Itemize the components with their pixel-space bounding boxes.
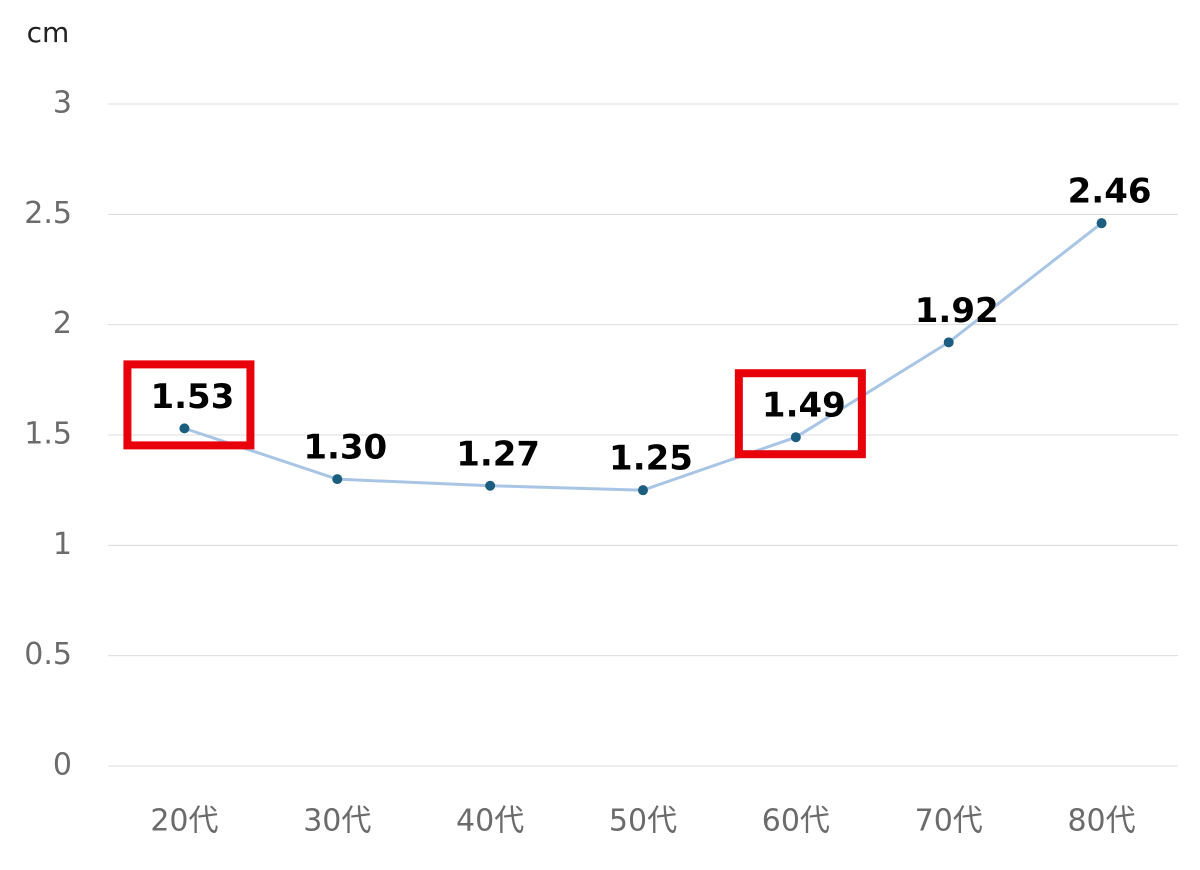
data-label: 2.46 [1068, 172, 1152, 212]
data-point [943, 337, 954, 348]
y-tick-label: 1.5 [24, 417, 72, 452]
data-point [179, 423, 190, 434]
data-label: 1.53 [150, 377, 234, 417]
data-point [790, 432, 801, 443]
x-tick-label: 60代 [762, 804, 830, 839]
x-tick-label: 30代 [303, 804, 371, 839]
x-tick-label: 50代 [609, 804, 677, 839]
x-tick-label: 80代 [1067, 804, 1135, 839]
data-label: 1.25 [609, 439, 693, 479]
y-tick-label: 1 [53, 527, 72, 562]
data-point [332, 474, 343, 485]
y-tick-label: 0.5 [24, 637, 72, 672]
y-tick-label: 2.5 [24, 196, 72, 231]
y-axis-label: cm [27, 16, 70, 49]
data-label: 1.30 [303, 428, 387, 468]
x-tick-label: 70代 [915, 804, 983, 839]
data-point [1096, 218, 1107, 229]
data-label: 1.92 [915, 291, 999, 331]
data-point [485, 480, 496, 491]
x-tick-label: 20代 [150, 804, 218, 839]
x-tick-label: 40代 [456, 804, 524, 839]
data-label: 1.27 [456, 434, 540, 474]
highlight-box [734, 369, 866, 459]
y-tick-label: 3 [53, 86, 72, 121]
highlight-box [123, 360, 255, 450]
y-tick-label: 0 [53, 748, 72, 783]
data-label: 1.49 [762, 386, 846, 426]
data-point [638, 485, 648, 496]
y-tick-label: 2 [53, 306, 72, 341]
